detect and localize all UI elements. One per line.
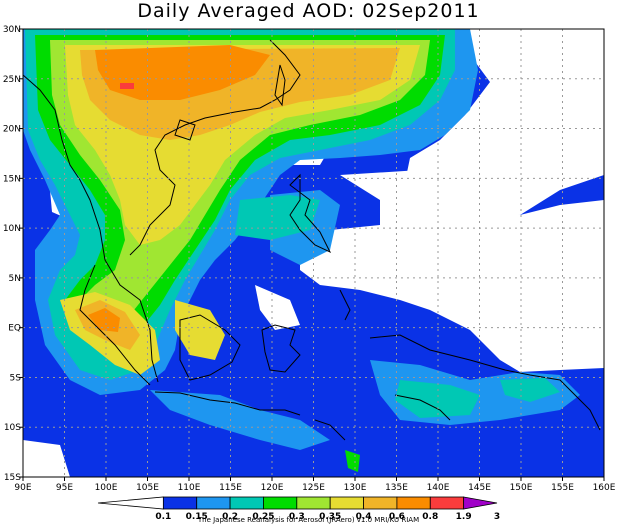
- colorbar-swatch: [363, 496, 398, 510]
- lon-tick-label: 95E: [56, 483, 73, 493]
- lon-tick-label: 120E: [261, 483, 284, 493]
- colorbar-swatch: [97, 496, 164, 510]
- colorbar-label: 0.4: [356, 512, 372, 522]
- credit-line: The Japanese Reanalysis for Aerosol (JRA…: [197, 516, 420, 524]
- lat-tick-label: 25N: [3, 75, 21, 85]
- lat-tick-label: 15N: [3, 174, 21, 184]
- lat-tick-label: 15S: [4, 473, 21, 483]
- lat-tick-label: 10N: [3, 224, 21, 234]
- lon-tick-label: 140E: [427, 483, 450, 493]
- coastlines: [23, 39, 601, 441]
- colorbar-label: 0.35: [319, 512, 341, 522]
- colorbar-label: 0.6: [389, 512, 405, 522]
- map-title: Daily Averaged AOD: 02Sep2011: [137, 0, 480, 22]
- lat-tick-label: 30N: [3, 25, 21, 35]
- colorbar-swatch: [162, 496, 198, 510]
- lon-axis: 90E 95E 100E 105E 110E 115E 120E 125E 130E 135E 14…: [14, 477, 616, 493]
- colorbar-swatch: [296, 496, 331, 510]
- colorbar-label: 1.9: [456, 512, 472, 522]
- colorbar-swatch: [196, 496, 231, 510]
- lat-tick-label: 10S: [4, 423, 21, 433]
- lat-tick-label: 20N: [3, 125, 21, 135]
- colorbar-label: 3: [494, 512, 500, 522]
- colorbar: 0.1 0.15 0.2 0.25 0.3 0.35 0.4 0.6 0.8 1.9 3: [97, 496, 500, 522]
- colorbar-label: 0.2: [222, 512, 238, 522]
- colorbar-label: 0.1: [155, 512, 171, 522]
- colorbar-label: 0.3: [289, 512, 305, 522]
- colorbar-swatch: [396, 496, 431, 510]
- lon-tick-label: 100E: [95, 483, 118, 493]
- aod-field: [23, 29, 604, 477]
- colorbar-swatch: [429, 496, 465, 510]
- lon-tick-label: 155E: [551, 483, 574, 493]
- colorbar-swatch: [329, 496, 364, 510]
- lon-tick-label: 160E: [593, 483, 616, 493]
- gridlines: [23, 29, 604, 477]
- lon-tick-label: 90E: [14, 483, 31, 493]
- lat-axis: 30N 25N 20N 15N 10N 5N EQ 5S 10S 15S: [3, 25, 23, 483]
- lat-tick-label: 5N: [9, 274, 21, 284]
- lon-tick-label: 105E: [136, 483, 159, 493]
- lon-tick-label: 135E: [385, 483, 408, 493]
- colorbar-label: 0.25: [252, 512, 274, 522]
- colorbar-label: 0.15: [186, 512, 208, 522]
- lat-tick-label: 5S: [10, 373, 22, 383]
- lon-tick-label: 110E: [178, 483, 201, 493]
- lon-tick-label: 115E: [219, 483, 242, 493]
- lat-tick-label: EQ: [8, 324, 21, 334]
- colorbar-swatch: [463, 496, 498, 510]
- colorbar-swatch: [263, 496, 298, 510]
- lon-tick-label: 125E: [302, 483, 325, 493]
- lon-tick-label: 145E: [468, 483, 491, 493]
- colorbar-swatch: [229, 496, 264, 510]
- colorbar-label: 0.8: [422, 512, 438, 522]
- lon-tick-label: 150E: [510, 483, 533, 493]
- lon-tick-label: 130E: [344, 483, 367, 493]
